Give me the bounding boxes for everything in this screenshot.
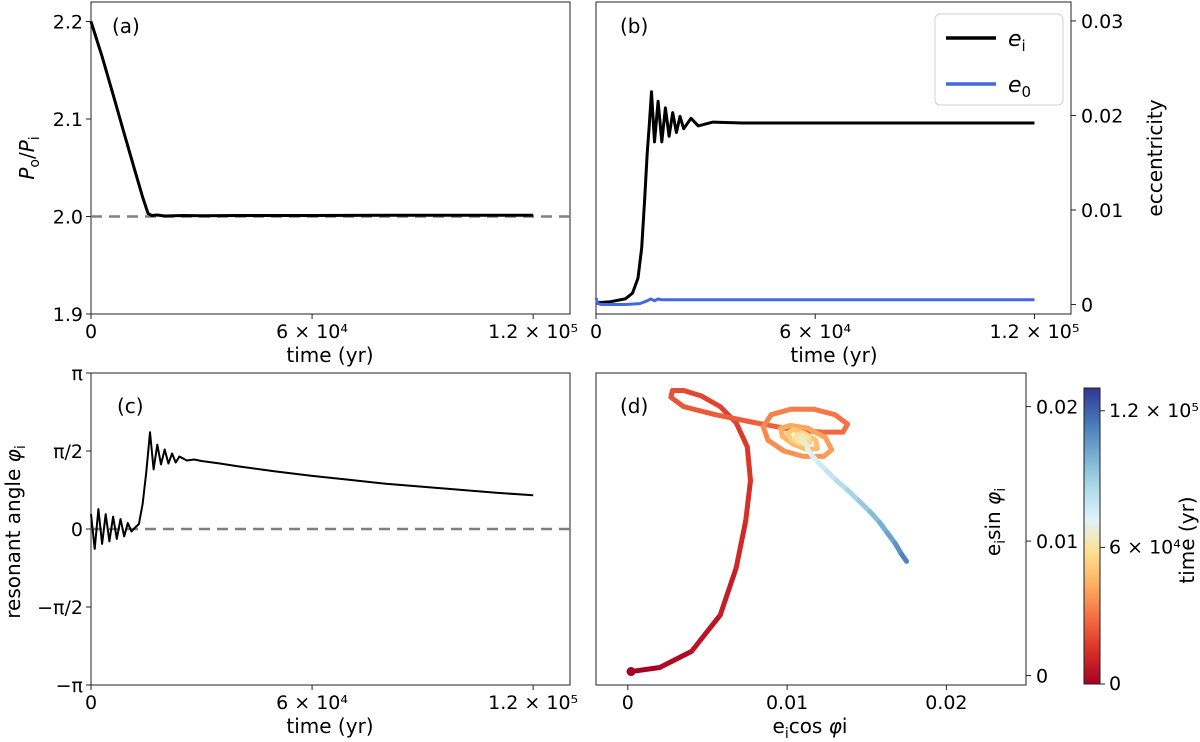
trajectory-segment bbox=[717, 565, 739, 618]
y-tick-label: −π/2 bbox=[37, 597, 83, 619]
panel-a-xlabel: time (yr) bbox=[286, 343, 373, 367]
panel-c-xlabel: time (yr) bbox=[286, 714, 373, 738]
y-tick-label: π bbox=[72, 363, 83, 385]
colorbar-label: time (yr) bbox=[1175, 496, 1199, 583]
trajectory-segment bbox=[899, 552, 910, 564]
trajectory-segment bbox=[733, 518, 749, 571]
y-tick-label: 0 bbox=[1036, 666, 1048, 688]
x-tick-label: 1.2 × 10⁵ bbox=[989, 321, 1079, 343]
trajectory-segment bbox=[787, 422, 811, 431]
trajectory-segment bbox=[733, 420, 750, 450]
panel-d-ylabel: eisin φi bbox=[981, 488, 1009, 556]
y-tick-label: 0.01 bbox=[1081, 200, 1123, 222]
trajectory-segment bbox=[768, 406, 793, 418]
trajectory-segment bbox=[657, 648, 695, 671]
colorbar-ticks: 0 6 × 10⁴ 1.2 × 10⁵ bbox=[1100, 400, 1199, 695]
panel-a-plot bbox=[89, 21, 570, 218]
x-tick-label: 0 bbox=[590, 321, 602, 343]
colorbar bbox=[1083, 387, 1101, 685]
y-tick-label: 2.2 bbox=[53, 12, 83, 34]
y-tick-label: 1.9 bbox=[53, 304, 83, 326]
panel-d-xlabel: eicos φi bbox=[773, 714, 848, 742]
y-tick-label: 0.03 bbox=[1081, 11, 1123, 33]
trajectory-segment bbox=[668, 394, 687, 410]
panel-b-frame bbox=[595, 1, 1072, 315]
legend-entry-ei: ei bbox=[1008, 27, 1026, 55]
trajectory-segment bbox=[845, 487, 862, 504]
series-phi-i bbox=[90, 431, 534, 550]
trajectory-segment bbox=[628, 665, 663, 675]
y-tick-label: 0 bbox=[1081, 295, 1093, 317]
y-tick-label: 2.0 bbox=[53, 207, 83, 229]
series-e-i bbox=[595, 90, 1035, 305]
trajectory-start-point bbox=[626, 667, 636, 677]
panel-b: (b) time (yr) eccentricity ei e0 0 6 × 10… bbox=[590, 1, 1167, 367]
trajectory-segment bbox=[743, 478, 753, 524]
series-period-ratio bbox=[89, 21, 534, 218]
panel-d-plot bbox=[626, 387, 910, 677]
trajectory-segment bbox=[781, 448, 806, 459]
legend-box bbox=[934, 13, 1064, 106]
panel-d-frame bbox=[595, 372, 1027, 686]
y-tick-label: −π bbox=[56, 675, 83, 697]
panel-b-plot bbox=[594, 90, 1035, 306]
panel-c: (c) time (yr) resonant angle φi 0 6 × 10⁴… bbox=[1, 363, 578, 738]
trajectory-segment bbox=[832, 412, 851, 427]
trajectory-segment bbox=[805, 425, 828, 441]
colorbar-tick-label: 1.2 × 10⁵ bbox=[1109, 400, 1199, 422]
colorbar-tick-label: 0 bbox=[1109, 673, 1121, 695]
y-tick-label: 0.02 bbox=[1036, 397, 1078, 419]
colorbar-tick-label: 6 × 10⁴ bbox=[1109, 536, 1181, 558]
x-tick-label: 0 bbox=[85, 321, 97, 343]
panel-c-ylabel: resonant angle φi bbox=[1, 445, 29, 619]
trajectory-segment bbox=[765, 437, 787, 454]
panel-c-plot bbox=[90, 431, 570, 550]
panel-d-label: (d) bbox=[620, 394, 648, 418]
trajectory-segment bbox=[681, 387, 704, 399]
trajectory-segment bbox=[856, 498, 873, 515]
trajectory-segment bbox=[712, 412, 758, 426]
panel-c-label: (c) bbox=[117, 394, 144, 418]
trajectory-segment bbox=[681, 404, 718, 418]
x-tick-label: 0 bbox=[85, 692, 97, 714]
x-tick-label: 1.2 × 10⁵ bbox=[488, 692, 578, 714]
x-tick-label: 0 bbox=[622, 692, 634, 714]
panel-a-frame bbox=[90, 1, 571, 315]
panel-a-label: (a) bbox=[112, 14, 140, 38]
series-e-0 bbox=[594, 297, 1035, 306]
x-tick-label: 0.01 bbox=[766, 692, 808, 714]
x-tick-label: 6 × 10⁴ bbox=[276, 321, 348, 343]
y-tick-label: 0 bbox=[71, 519, 83, 541]
trajectory-segment bbox=[689, 612, 723, 654]
panel-b-label: (b) bbox=[620, 14, 648, 38]
trajectory-segment bbox=[698, 393, 723, 410]
y-tick-label: 2.1 bbox=[53, 109, 83, 131]
y-tick-label: 0.01 bbox=[1036, 531, 1078, 553]
trajectory-segment bbox=[811, 406, 838, 418]
panel-b-ylabel: eccentricity bbox=[1143, 99, 1167, 216]
y-tick-label: 0.02 bbox=[1081, 105, 1123, 127]
x-tick-label: 6 × 10⁴ bbox=[779, 321, 851, 343]
x-tick-label: 0.02 bbox=[925, 692, 967, 714]
panel-b-legend: ei e0 bbox=[934, 13, 1064, 106]
x-tick-label: 1.2 × 10⁵ bbox=[488, 321, 578, 343]
panel-a-ylabel: Po/Pi bbox=[15, 136, 43, 179]
panel-a: (a) time (yr) Po/Pi 0 6 × 10⁴ 1.2 × 10⁵ 1.9… bbox=[15, 1, 578, 367]
trajectory-segment bbox=[744, 444, 753, 484]
panel-b-xlabel: time (yr) bbox=[790, 343, 877, 367]
x-tick-label: 6 × 10⁴ bbox=[276, 692, 348, 714]
y-tick-label: π/2 bbox=[53, 441, 83, 463]
